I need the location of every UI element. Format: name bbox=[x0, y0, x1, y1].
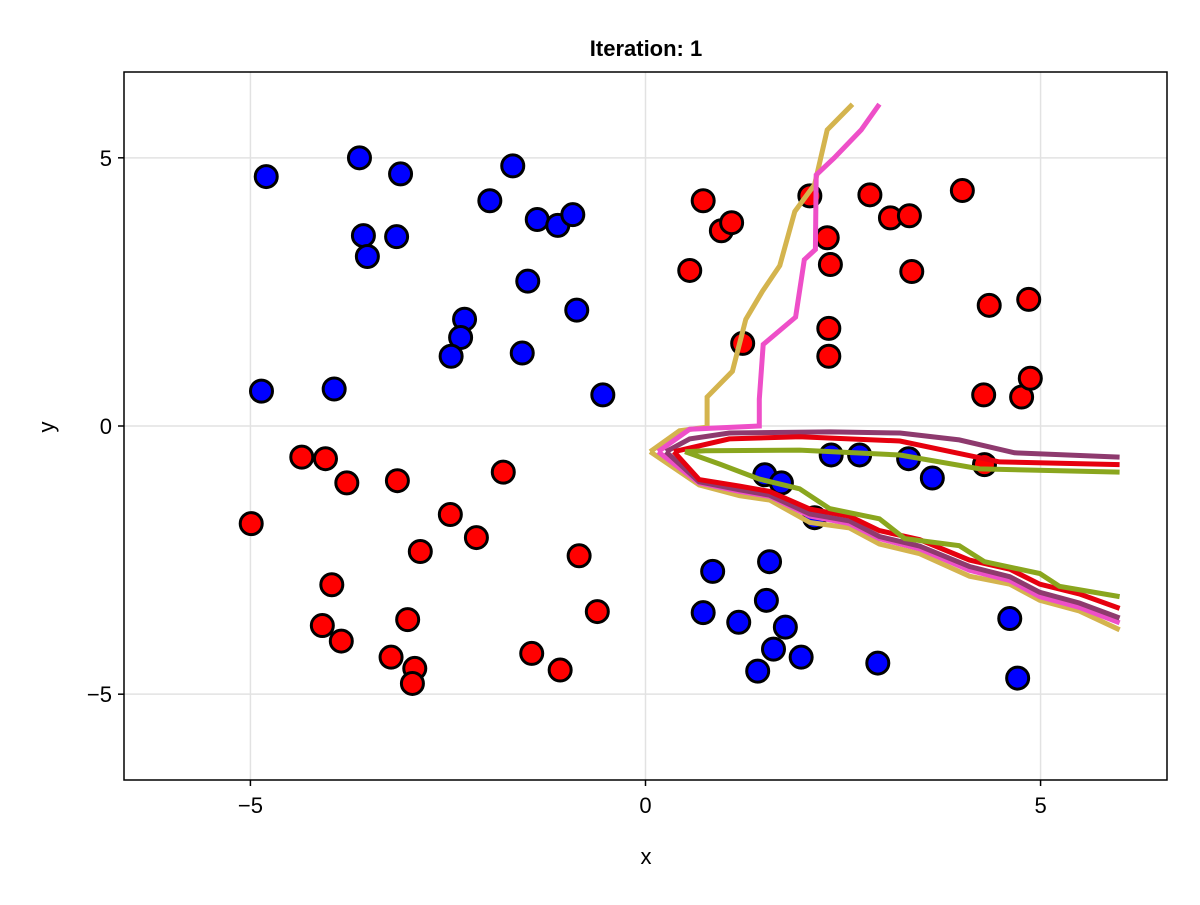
data-point bbox=[997, 606, 1023, 632]
lines bbox=[648, 102, 1121, 633]
data-point bbox=[976, 292, 1002, 318]
data-point bbox=[677, 257, 703, 283]
data-point bbox=[321, 376, 347, 402]
data-point bbox=[1016, 286, 1042, 312]
data-point bbox=[378, 644, 404, 670]
chart-title: Iteration: 1 bbox=[590, 36, 702, 61]
trajectory-line bbox=[664, 429, 1120, 460]
data-point bbox=[328, 628, 354, 654]
ticks: −5 0 5 −5 0 5 bbox=[87, 146, 1047, 818]
data-point bbox=[350, 223, 376, 249]
data-point bbox=[319, 572, 345, 598]
data-point bbox=[817, 252, 843, 278]
data-point bbox=[289, 444, 315, 470]
data-point bbox=[772, 614, 798, 640]
data-point bbox=[971, 382, 997, 408]
data-point bbox=[919, 465, 945, 491]
trajectory-line bbox=[648, 449, 1121, 633]
y-tick-label: 0 bbox=[100, 414, 112, 439]
data-point bbox=[384, 224, 410, 250]
data-point bbox=[463, 525, 489, 551]
trajectory-line bbox=[684, 449, 1121, 600]
data-point bbox=[500, 153, 526, 179]
data-point bbox=[584, 599, 610, 625]
data-point bbox=[388, 161, 414, 187]
data-point bbox=[814, 225, 840, 251]
data-point bbox=[438, 343, 464, 369]
x-tick-label: −5 bbox=[238, 793, 263, 818]
data-point bbox=[753, 587, 779, 613]
data-point bbox=[857, 182, 883, 208]
data-point bbox=[745, 658, 771, 684]
data-point bbox=[566, 543, 592, 569]
data-point bbox=[354, 244, 380, 270]
data-point bbox=[896, 203, 922, 229]
data-point bbox=[1005, 665, 1031, 691]
points bbox=[238, 145, 1043, 696]
data-point bbox=[818, 442, 844, 468]
data-point bbox=[560, 202, 586, 228]
data-point bbox=[949, 178, 975, 204]
data-point bbox=[726, 609, 752, 635]
trajectory-line bbox=[684, 447, 1120, 475]
data-point bbox=[761, 636, 787, 662]
data-point bbox=[395, 607, 421, 633]
data-point bbox=[312, 446, 338, 472]
data-point bbox=[524, 207, 550, 232]
data-point bbox=[719, 210, 745, 236]
data-point bbox=[865, 650, 891, 676]
data-point bbox=[519, 640, 545, 666]
data-point bbox=[1017, 365, 1043, 391]
grid bbox=[124, 72, 1167, 780]
data-point bbox=[816, 315, 842, 341]
trajectory-line bbox=[656, 102, 882, 454]
trajectory-line bbox=[664, 449, 1121, 621]
trajectory-line bbox=[673, 434, 1120, 468]
trajectory-line bbox=[672, 450, 1121, 611]
data-point bbox=[399, 670, 425, 696]
data-point bbox=[788, 644, 814, 670]
x-axis-label: x bbox=[641, 844, 652, 869]
data-point bbox=[407, 539, 433, 565]
data-point bbox=[547, 657, 573, 683]
data-point bbox=[384, 468, 410, 494]
data-point bbox=[309, 613, 335, 639]
data-point bbox=[248, 378, 274, 404]
y-tick-label: 5 bbox=[100, 146, 112, 171]
data-point bbox=[564, 297, 590, 323]
data-point bbox=[690, 188, 716, 214]
data-point bbox=[253, 164, 279, 190]
data-point bbox=[346, 145, 372, 171]
data-point bbox=[690, 600, 716, 626]
data-point bbox=[757, 549, 783, 575]
data-point bbox=[477, 188, 503, 214]
data-point bbox=[437, 502, 463, 527]
y-tick-label: −5 bbox=[87, 682, 112, 707]
data-point bbox=[334, 470, 360, 496]
data-point bbox=[238, 511, 264, 537]
x-tick-label: 5 bbox=[1034, 793, 1046, 818]
data-point bbox=[899, 259, 925, 285]
data-point bbox=[816, 343, 842, 369]
y-axis-label: y bbox=[34, 422, 59, 433]
x-tick-label: 0 bbox=[639, 793, 651, 818]
data-point bbox=[490, 459, 516, 485]
data-point bbox=[590, 382, 616, 408]
data-point bbox=[509, 340, 535, 366]
data-point bbox=[515, 268, 541, 294]
data-point bbox=[700, 558, 726, 584]
